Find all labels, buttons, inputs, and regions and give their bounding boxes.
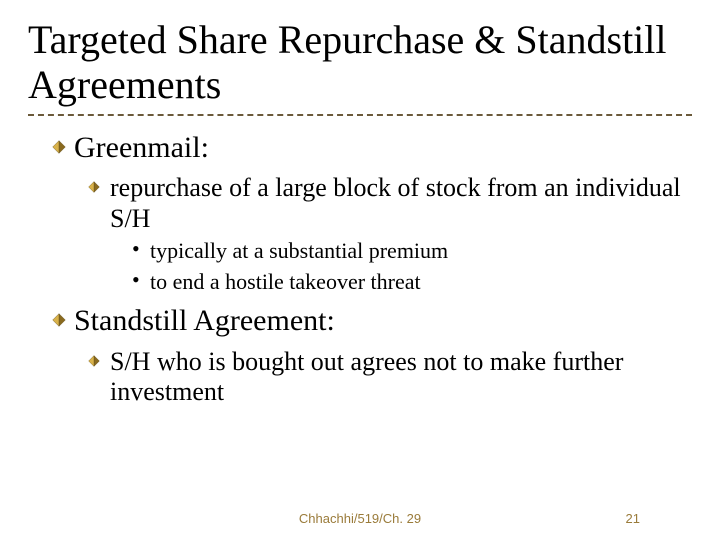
list-item: Greenmail:	[52, 130, 692, 165]
list-item: Standstill Agreement:	[52, 303, 692, 338]
list-item: repurchase of a large block of stock fro…	[88, 173, 692, 234]
list-item-text: typically at a substantial premium	[150, 238, 692, 264]
list-item-text: Standstill Agreement:	[74, 303, 692, 338]
footer-center: Chhachhi/519/Ch. 29	[0, 511, 720, 526]
list-item-text: repurchase of a large block of stock fro…	[110, 173, 692, 234]
diamond-bullet-icon	[88, 347, 110, 367]
diamond-bullet-icon	[88, 173, 110, 193]
dot-bullet-icon: •	[132, 238, 150, 260]
list-item-text: to end a hostile takeover threat	[150, 269, 692, 295]
slide-number: 21	[626, 511, 640, 526]
list-item-text: S/H who is bought out agrees not to make…	[110, 347, 692, 408]
list-item: S/H who is bought out agrees not to make…	[88, 347, 692, 408]
list-item-text: Greenmail:	[74, 130, 692, 165]
slide-body: Greenmail: repurchase of a large block o…	[28, 130, 692, 408]
slide-title: Targeted Share Repurchase & Standstill A…	[28, 18, 692, 108]
diamond-bullet-icon	[52, 303, 74, 327]
title-underline	[28, 114, 692, 116]
slide: Targeted Share Repurchase & Standstill A…	[0, 0, 720, 540]
list-item: •typically at a substantial premium	[132, 238, 692, 264]
list-item: •to end a hostile takeover threat	[132, 269, 692, 295]
dot-bullet-icon: •	[132, 269, 150, 291]
diamond-bullet-icon	[52, 130, 74, 154]
